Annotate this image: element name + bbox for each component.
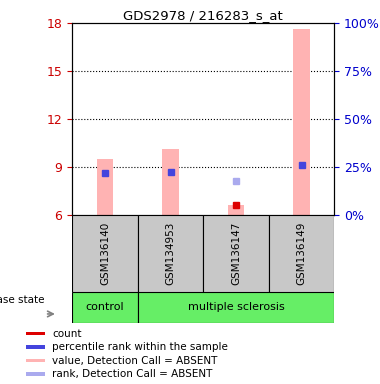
Title: GDS2978 / 216283_s_at: GDS2978 / 216283_s_at	[124, 9, 283, 22]
Bar	[162, 149, 179, 215]
Bar	[72, 292, 138, 323]
Bar	[269, 215, 334, 292]
Text: percentile rank within the sample: percentile rank within the sample	[52, 342, 228, 352]
Bar	[203, 215, 269, 292]
Text: count: count	[52, 329, 81, 339]
Text: rank, Detection Call = ABSENT: rank, Detection Call = ABSENT	[52, 369, 212, 379]
Bar	[26, 359, 45, 362]
Bar	[72, 215, 138, 292]
Text: control: control	[86, 302, 124, 312]
Bar	[26, 346, 45, 349]
Text: GSM136140: GSM136140	[100, 222, 110, 285]
Text: GSM136149: GSM136149	[297, 222, 307, 285]
Bar	[138, 215, 203, 292]
Text: GSM134953: GSM134953	[166, 222, 176, 285]
Text: GSM136147: GSM136147	[231, 222, 241, 285]
Text: multiple sclerosis: multiple sclerosis	[188, 302, 285, 312]
Bar	[293, 30, 310, 215]
Bar	[228, 205, 244, 215]
Bar	[26, 332, 45, 335]
Text: value, Detection Call = ABSENT: value, Detection Call = ABSENT	[52, 356, 217, 366]
Bar	[138, 292, 334, 323]
Bar	[26, 372, 45, 376]
Bar	[97, 159, 113, 215]
Text: disease state: disease state	[0, 295, 45, 305]
